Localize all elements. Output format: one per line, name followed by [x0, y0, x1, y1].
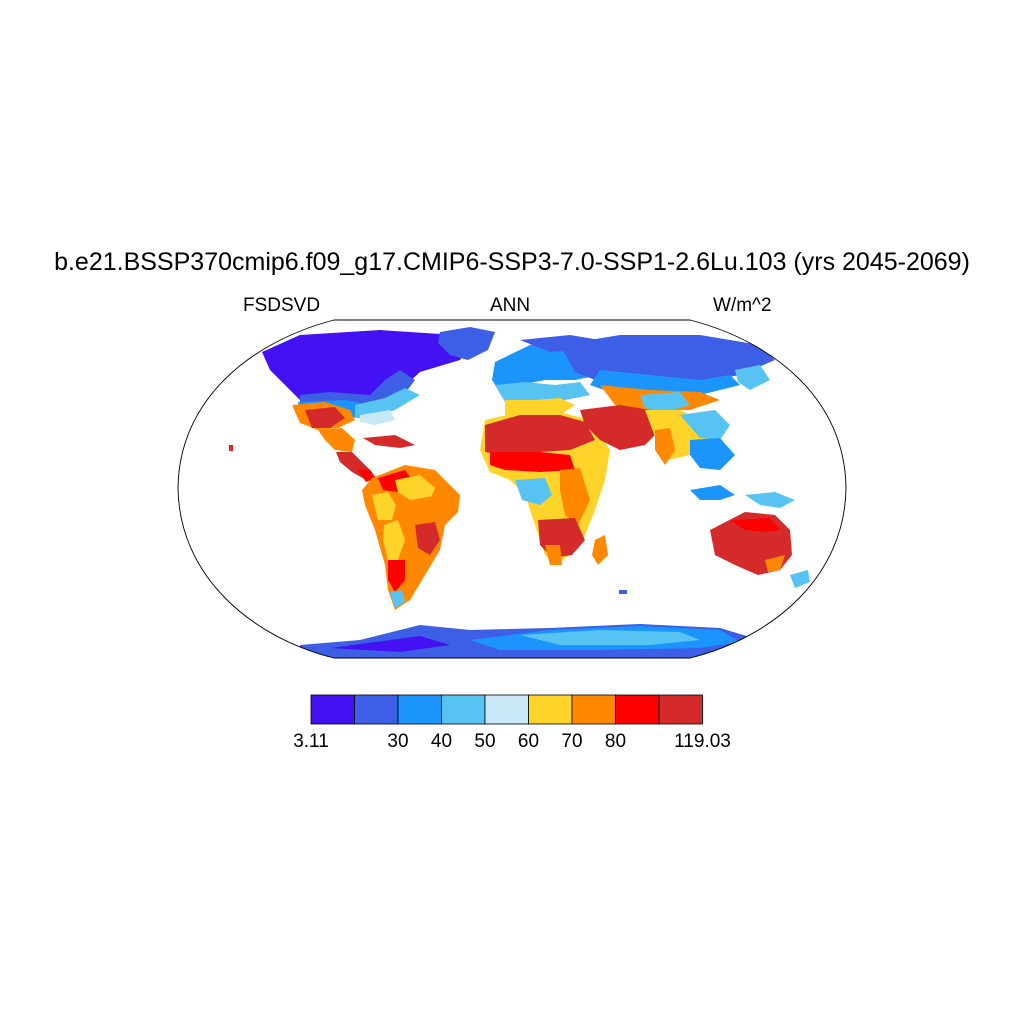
- units-label: W/m^2: [713, 295, 772, 316]
- north-america: [262, 330, 470, 482]
- colorbar-box: [658, 694, 703, 725]
- colorbar-label: 80: [604, 731, 627, 752]
- antarctica: [300, 624, 760, 658]
- season-label: ANN: [490, 295, 531, 316]
- colorbar: [310, 694, 703, 725]
- map-outline: [177, 319, 847, 659]
- variable-label: FSDSVD: [243, 295, 321, 316]
- land-fill: [229, 327, 810, 658]
- colorbar-box: [528, 694, 573, 725]
- colorbar-label: 60: [517, 731, 540, 752]
- colorbar-box: [615, 694, 660, 725]
- colorbar-label: 70: [561, 731, 583, 752]
- africa: [480, 412, 610, 565]
- colorbar-label: 119.03: [674, 731, 731, 752]
- colorbar-box: [441, 694, 486, 725]
- colorbar-box: [484, 694, 529, 725]
- australia: [710, 512, 810, 588]
- south-america: [362, 465, 460, 610]
- kerguelen: [619, 590, 627, 594]
- colorbar-box: [354, 694, 399, 725]
- colorbar-box: [310, 694, 355, 725]
- colorbar-label: 40: [430, 731, 453, 752]
- asia: [560, 335, 795, 508]
- hawaii: [229, 445, 233, 451]
- plot-title: b.e21.BSSP370cmip6.f09_g17.CMIP6-SSP3-7.…: [54, 248, 970, 276]
- greenland: [438, 327, 495, 360]
- colorbar-label: 3.11: [293, 731, 329, 752]
- colorbar-box: [571, 694, 616, 725]
- colorbar-label: 30: [387, 731, 409, 752]
- colorbar-box: [397, 694, 442, 725]
- colorbar-label: 50: [474, 731, 496, 752]
